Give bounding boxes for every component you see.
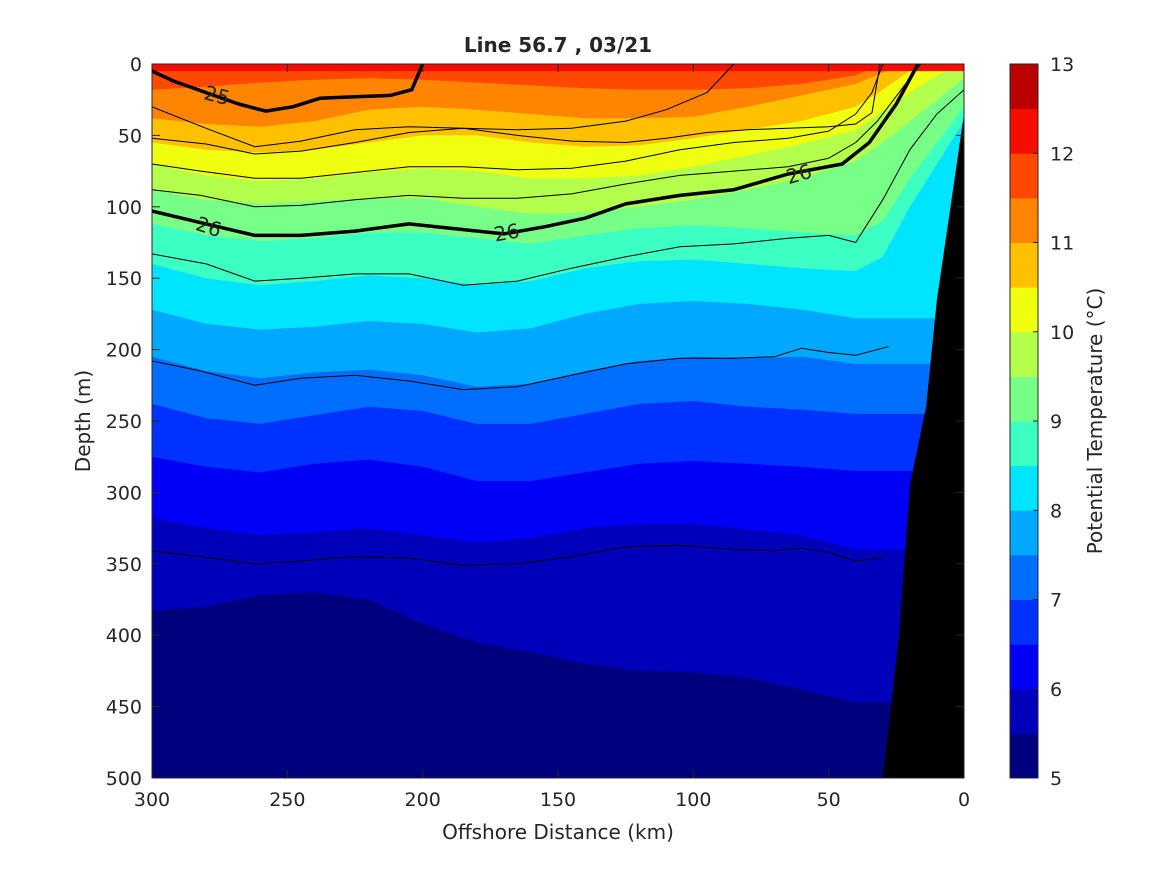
x-tick-label: 50 bbox=[817, 789, 841, 811]
y-axis-label: Depth (m) bbox=[71, 370, 95, 472]
density-contour bbox=[152, 544, 884, 566]
y-tick-label: 400 bbox=[106, 625, 142, 647]
colorbar-swatch bbox=[1010, 644, 1038, 690]
y-tick-label: 0 bbox=[130, 54, 142, 76]
colorbar-tick-label: 9 bbox=[1050, 411, 1062, 433]
colorbar-tick-label: 11 bbox=[1050, 233, 1074, 255]
colorbar-swatch bbox=[1010, 197, 1038, 244]
contour-label: 26 bbox=[492, 218, 521, 246]
colorbar-swatch bbox=[1010, 376, 1038, 422]
colorbar-tick-label: 13 bbox=[1050, 54, 1074, 76]
colorbar-tick-label: 7 bbox=[1050, 590, 1062, 612]
y-tick-label: 150 bbox=[106, 268, 142, 290]
colorbar-tick-label: 10 bbox=[1050, 322, 1074, 344]
density-contour bbox=[152, 64, 922, 208]
density-contour bbox=[152, 64, 884, 179]
colorbar-swatch bbox=[1010, 287, 1038, 333]
y-tick-label: 350 bbox=[106, 554, 142, 576]
y-tick-label: 450 bbox=[106, 697, 142, 719]
y-tick-label: 300 bbox=[106, 482, 142, 504]
colorbar-swatch bbox=[1010, 510, 1038, 556]
colorbar-tick-label: 5 bbox=[1050, 768, 1062, 790]
colorbar-tick-label: 8 bbox=[1050, 500, 1062, 522]
density-contour bbox=[152, 89, 964, 286]
x-tick-label: 100 bbox=[675, 789, 711, 811]
y-tick-label: 100 bbox=[106, 197, 142, 219]
density-contour bbox=[152, 346, 889, 391]
bathymetry-mask bbox=[874, 114, 964, 778]
x-axis-label: Offshore Distance (km) bbox=[442, 820, 674, 844]
colorbar-tick-label: 6 bbox=[1050, 679, 1062, 701]
density-contour bbox=[152, 64, 881, 155]
colorbar-swatch bbox=[1010, 733, 1038, 779]
colorbar-swatch bbox=[1010, 331, 1038, 377]
x-tick-label: 300 bbox=[134, 789, 170, 811]
colorbar-swatch bbox=[1010, 64, 1038, 110]
x-tick-label: 150 bbox=[540, 789, 576, 811]
colorbar-swatch bbox=[1010, 421, 1038, 467]
colorbar-swatch bbox=[1010, 108, 1038, 154]
colorbar: 5 6 7 8 9 10 11 12 13 bbox=[1009, 54, 1074, 790]
colorbar-swatch bbox=[1010, 554, 1038, 601]
y-tick-label: 500 bbox=[106, 768, 142, 790]
x-tick-label: 200 bbox=[405, 789, 441, 811]
contour-label-text: 26 bbox=[492, 218, 521, 246]
colorbar-swatch bbox=[1010, 153, 1038, 199]
density-contour-bold bbox=[152, 64, 425, 113]
y-tick-label: 250 bbox=[106, 411, 142, 433]
x-tick-label: 250 bbox=[269, 789, 305, 811]
colorbar-swatch bbox=[1010, 242, 1038, 288]
colorbar-swatch bbox=[1010, 688, 1038, 734]
colorbar-label: Potential Temperature (°C) bbox=[1083, 288, 1107, 555]
x-tick-label: 0 bbox=[958, 789, 970, 811]
colorbar-swatch bbox=[1010, 465, 1038, 511]
colorbar-tick-label: 12 bbox=[1050, 143, 1074, 165]
colorbar-swatch bbox=[1010, 599, 1038, 645]
density-contour-bold bbox=[152, 64, 920, 238]
y-tick-label: 50 bbox=[118, 125, 142, 147]
chart-title: Line 56.7 , 03/21 bbox=[464, 33, 652, 57]
y-tick-label: 200 bbox=[106, 340, 142, 362]
